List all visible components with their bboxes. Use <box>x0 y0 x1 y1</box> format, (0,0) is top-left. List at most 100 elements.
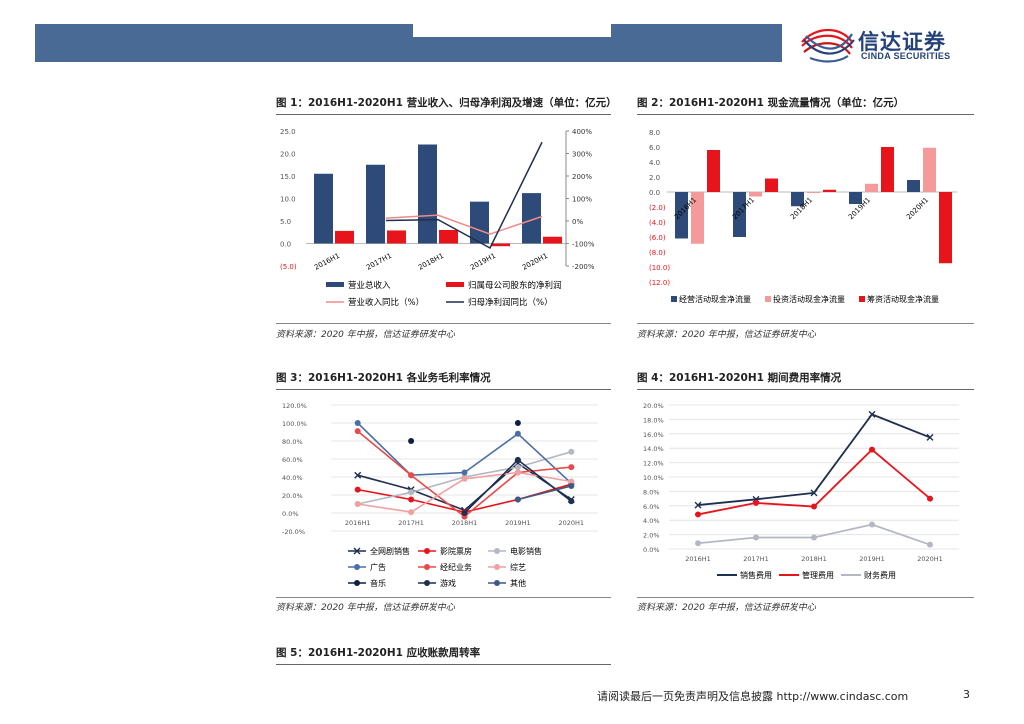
y-tick-label: 18.0% <box>643 416 664 424</box>
y-tick-label: 8.0% <box>643 488 660 496</box>
data-point <box>354 501 361 507</box>
cashflow-bar <box>691 192 704 244</box>
fig2-legend: 经营活动现金净流量 投资活动现金净流量 筹资活动现金净流量 <box>671 294 939 304</box>
x-tick-label: 2019H1 <box>859 555 885 563</box>
fig4-chart: 20.0% 18.0% 16.0% 14.0% 12.0% 10.0% 8.0% 6.0% 4.… <box>643 402 959 580</box>
data-point <box>568 498 575 505</box>
y-tick-label: 20.0% <box>643 402 664 410</box>
legend-marker <box>424 580 430 586</box>
x-tick-label: 2018H1 <box>801 555 827 563</box>
fig1-top-rule <box>276 114 611 115</box>
header-notch <box>413 24 611 37</box>
y-tick-label: 0.0% <box>643 546 660 554</box>
y-tick-label: 4.0 <box>649 159 660 167</box>
y2-tick-label: -200% <box>572 263 595 271</box>
y-tick-label: -20.0% <box>282 528 305 536</box>
legend-marker <box>494 548 500 554</box>
x-tick-label: 2019H1 <box>505 519 531 527</box>
bar-profit <box>543 236 562 244</box>
fig2-bottom-rule <box>637 323 974 324</box>
cashflow-bar <box>881 147 894 192</box>
x-tick-label: 2016H1 <box>345 519 371 527</box>
data-point <box>408 489 415 496</box>
series-line <box>385 141 543 250</box>
y-tick-label: 10.0 <box>280 196 296 204</box>
cashflow-bar <box>923 147 936 192</box>
data-point <box>461 469 468 476</box>
legend-label: 游戏 <box>440 578 456 588</box>
data-point <box>753 534 759 541</box>
bar-revenue <box>314 173 333 244</box>
legend-label: 音乐 <box>370 578 386 588</box>
cashflow-bar <box>733 192 746 237</box>
y-tick-label: 12.0% <box>643 460 664 468</box>
data-point <box>408 496 415 503</box>
y-tick-label: (5.0) <box>280 263 297 271</box>
fig1-source: 资料来源：2020 年中报，信达证券研发中心 <box>276 330 455 340</box>
x-tick-label: 2019H1 <box>469 252 497 272</box>
data-point <box>868 410 876 418</box>
fig4-bottom-rule <box>637 597 974 598</box>
y-tick-label: 20.0% <box>282 492 303 500</box>
y-tick-label: 80.0% <box>282 438 303 446</box>
y-tick-label: 6.0% <box>643 503 660 511</box>
fig3-title: 图 3：2016H1-2020H1 各业务毛利率情况 <box>276 372 491 384</box>
fig2-title: 图 2：2016H1-2020H1 现金流量情况（单位：亿元） <box>637 97 905 109</box>
data-point <box>694 501 702 509</box>
legend-admin: 管理费用 <box>802 570 834 580</box>
fig4-top-rule <box>637 389 974 390</box>
data-point <box>695 511 701 518</box>
header-bar <box>35 24 782 62</box>
y-tick-label: 5.0 <box>280 218 291 226</box>
data-point <box>461 510 468 516</box>
data-point <box>869 521 875 528</box>
cashflow-bar <box>939 192 952 264</box>
data-point <box>354 420 361 426</box>
fig1-bottom-rule <box>276 323 611 324</box>
legend-label: 综艺 <box>510 562 526 572</box>
logo-subtext: CINDA SECURITIES <box>861 51 951 61</box>
data-point <box>514 420 521 426</box>
data-point <box>869 446 875 453</box>
bar-profit <box>387 230 406 244</box>
fig4-legend: 销售费用 管理费用 财务费用 <box>717 570 896 580</box>
cinda-logo-icon <box>801 29 855 63</box>
data-point <box>810 489 818 497</box>
legend-marker <box>424 564 430 570</box>
y-tick-label: (2.0) <box>649 204 666 212</box>
legend-label: 全网剧销售 <box>370 546 410 556</box>
fig1-title: 图 1：2016H1-2020H1 营业收入、归母净利润及增速（单位：亿元） <box>276 97 617 109</box>
legend-marker <box>354 580 360 586</box>
bar-revenue <box>522 193 541 244</box>
series-line <box>517 485 572 501</box>
y-tick-label: 20.0 <box>280 151 296 159</box>
x-tick-label: 2020H1 <box>559 519 585 527</box>
y-tick-label: 8.0 <box>649 129 660 137</box>
y-tick-label: 6.0 <box>649 144 660 152</box>
fig2-source: 资料来源：2020 年中报，信达证券研发中心 <box>637 330 816 340</box>
data-point <box>927 541 933 548</box>
data-point <box>408 438 415 444</box>
y-tick-label: 25.0 <box>280 128 296 136</box>
bar-profit <box>491 243 510 247</box>
y-tick-label: 0.0 <box>280 241 291 249</box>
y-tick-label: 120.0% <box>282 402 307 410</box>
x-tick-label: 2016H1 <box>685 555 711 563</box>
legend-swatch-operating <box>671 296 677 302</box>
bar-revenue <box>418 144 437 244</box>
logo-text: 信达证券 <box>858 30 946 54</box>
y-tick-label: 2.0 <box>649 174 660 182</box>
y2-tick-label: 200% <box>572 173 592 181</box>
cashflow-bar <box>823 189 836 192</box>
fig2-top-rule <box>637 114 974 115</box>
data-point <box>753 499 759 506</box>
x-tick-label: 2016H1 <box>313 252 341 272</box>
x-tick-label: 2017H1 <box>398 519 424 527</box>
cashflow-bar <box>749 192 762 197</box>
y-tick-label: 100.0% <box>282 420 307 428</box>
data-point <box>568 478 575 485</box>
legend-profit: 归属母公司股东的净利润 <box>468 280 562 291</box>
legend-marker <box>424 548 430 554</box>
cashflow-bar <box>849 192 862 204</box>
